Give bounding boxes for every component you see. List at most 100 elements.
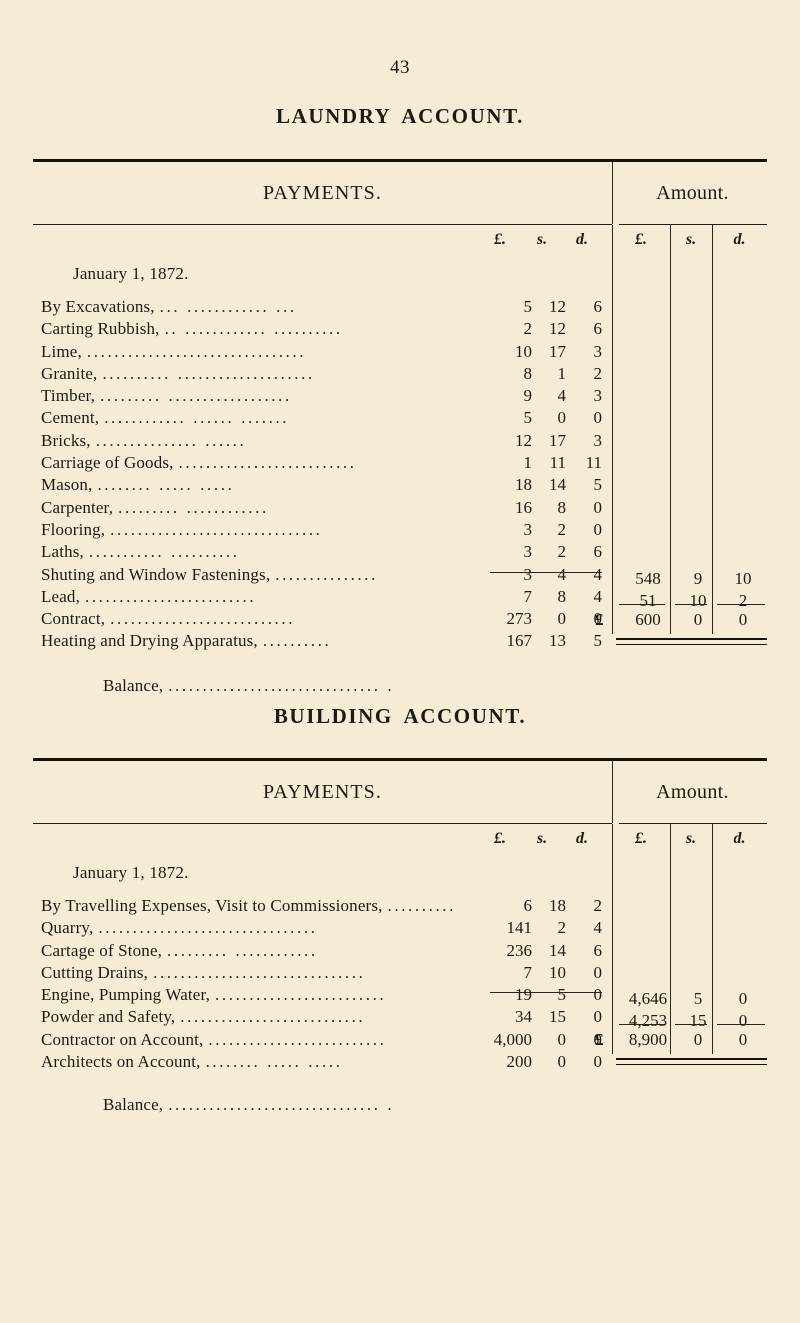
entry-amount: 6 18 2 (482, 896, 612, 916)
subheader-pence-left: d. (576, 830, 588, 847)
leader-dots: ......... ............ (118, 497, 269, 517)
entry-pounds: 6 (523, 896, 533, 915)
entry-date: January 1, 1872. (73, 863, 189, 882)
entry-pounds: 34 (515, 1007, 532, 1027)
entry-pence: 6 (593, 940, 603, 960)
entry-shillings: 2 (557, 519, 567, 539)
entry-shillings: 12 (549, 297, 566, 316)
column-divider-shillings-pence (712, 824, 714, 1024)
balance-pence: 0 (738, 1011, 748, 1030)
entry-date: January 1, 1872. (73, 264, 189, 283)
balance-row: Balance, ...............................… (33, 1095, 612, 1117)
column-divider-main (612, 225, 614, 604)
column-divider-shillings-pence (712, 1020, 714, 1054)
subtotal-pence: 0 (738, 989, 748, 1008)
entry-shillings: 0 (557, 609, 567, 629)
entry-pence: 2 (593, 363, 603, 383)
column-divider-main (612, 824, 614, 1024)
table-row: Powder and Safety, .....................… (33, 1007, 612, 1029)
entry-label: Carriage of Goods, (41, 453, 174, 473)
entry-pounds: 2 (523, 319, 533, 339)
column-divider-main (612, 761, 614, 823)
grand-total-rule-pence (717, 604, 765, 605)
entry-amount: 3 4 4 (482, 565, 612, 585)
entry-amount: 9 4 3 (482, 386, 612, 406)
leader-dots: ... ............ ... (159, 297, 297, 316)
grand-total-rule-pounds (619, 1024, 665, 1025)
table-row: Carting Rubbish, .. ............ .......… (33, 319, 612, 341)
entry-pounds: 16 (515, 497, 532, 517)
account-title-laundry: LAUNDRY ACCOUNT. (275, 104, 525, 128)
entry-pence: 0 (593, 962, 603, 982)
column-divider-shillings-pence (712, 600, 714, 634)
entry-pence: 0 (593, 408, 603, 428)
currency-subheader-row: £. s. d. £. s. d. (33, 225, 767, 255)
entry-shillings: 4 (557, 564, 567, 584)
entry-label: Lead, (41, 586, 80, 606)
entry-pence: 4 (593, 586, 603, 606)
entry-amount: 34 15 0 (482, 1007, 612, 1027)
leader-dots: ............................... (153, 962, 366, 982)
entry-shillings: 14 (549, 940, 566, 960)
grand-total-rule-pence (717, 1024, 765, 1025)
table-row: Timber, ......... .................. 9 4 3 (33, 386, 612, 408)
entry-amount: 200 0 0 (482, 1052, 612, 1072)
column-divider-main (612, 600, 614, 634)
entry-label: Quarry, (41, 918, 94, 938)
entry-label: Flooring, (41, 519, 106, 539)
leader-dots: ......... ............ (167, 940, 318, 960)
entry-shillings: 0 (557, 1029, 567, 1049)
total-currency-symbol: £ (595, 1030, 604, 1049)
column-divider-shillings-pence (712, 225, 714, 604)
subtotal-pounds: 548 (635, 569, 661, 588)
leader-dots: ............................... . (168, 1095, 395, 1115)
table-row: Cutting Drains, ........................… (33, 963, 612, 985)
subheader-shillings-left: s. (536, 830, 548, 847)
table-row: Laths, ........... .......... 3 2 6 (33, 542, 612, 564)
entry-label: Laths, (41, 542, 84, 562)
balance-amount-row: 51 10 2 (619, 591, 767, 613)
column-divider-pounds-shillings (670, 824, 672, 1024)
column-divider-main (612, 162, 614, 224)
building-total-band: £ 8,900 0 0 (33, 1020, 767, 1072)
table-row: Bricks, ............... ...... 12 17 3 (33, 431, 612, 453)
balance-shillings: 10 (689, 591, 707, 610)
subheader-pounds-left: £. (494, 830, 506, 847)
entry-label: By Travelling Expenses, Visit to Commiss… (41, 896, 383, 915)
entry-pounds: 7 (523, 586, 533, 606)
table-row: Flooring, ..............................… (33, 520, 612, 542)
entry-pounds: 3 (523, 519, 533, 539)
leader-dots: ............... (275, 564, 378, 584)
leader-dots: .......................... (178, 453, 357, 473)
leader-dots: ........................... (180, 1007, 366, 1027)
grand-total-rule-pounds (619, 604, 665, 605)
table-row: Mason, ........ ..... ..... 18 14 5 (33, 475, 612, 497)
entry-shillings: 0 (557, 1052, 567, 1072)
entry-pounds: 12 (515, 430, 532, 450)
table-row: By Travelling Expenses, Visit to Commiss… (33, 896, 612, 918)
entry-amount: 18 14 5 (482, 475, 612, 495)
leader-dots: ........................... (110, 609, 296, 629)
entry-label: Cutting Drains, (41, 962, 149, 982)
table-row: Quarry, ................................… (33, 918, 612, 940)
leader-dots: ............ ...... ....... (104, 408, 290, 428)
entry-pence: 6 (593, 319, 603, 339)
entry-pence: 0 (593, 1052, 603, 1072)
entry-amount: 8 1 2 (482, 364, 612, 384)
balance-row: Balance, ...............................… (33, 676, 612, 698)
table-row: Contractor on Account, .................… (33, 1030, 612, 1052)
subheader-pence-right: d. (733, 830, 746, 847)
header-underline-right (619, 224, 767, 225)
entry-amount: 5 0 0 (482, 408, 612, 428)
entry-pounds: 4,000 (493, 1029, 532, 1049)
column-divider-pounds-shillings (670, 1020, 672, 1054)
subtotal-shillings: 9 (693, 569, 703, 588)
entry-shillings: 2 (557, 918, 567, 938)
entry-pounds: 10 (515, 341, 532, 361)
total-shillings: 0 (693, 610, 703, 629)
account-title-building: BUILDING ACCOUNT. (273, 704, 527, 728)
entry-label: Contract, (41, 609, 106, 629)
balance-label: Balance, (103, 675, 164, 695)
table-top-rule (33, 159, 767, 162)
leader-dots: .......... (262, 631, 332, 651)
